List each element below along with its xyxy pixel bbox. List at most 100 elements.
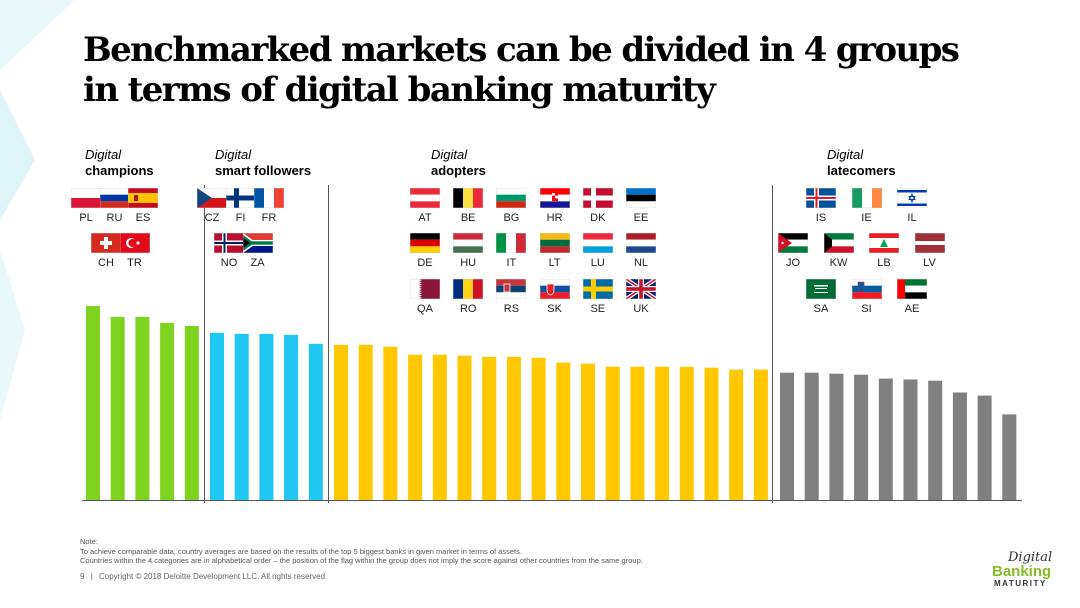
bg-flag-icon — [496, 188, 527, 208]
flag-uk: UK — [621, 279, 661, 319]
bar — [408, 354, 423, 500]
lb-flag-icon — [869, 233, 899, 253]
flag-hu: HU — [448, 233, 488, 273]
flag-hr: HR — [535, 188, 575, 228]
lv-flag-icon — [914, 233, 945, 253]
flag-za: ZA — [238, 233, 278, 273]
jo-flag-icon — [778, 233, 808, 253]
bar — [531, 357, 546, 500]
country-code: SA — [813, 303, 829, 315]
za-flag-icon — [242, 233, 273, 253]
title-line-1: Benchmarked markets can be divided in 4 … — [83, 30, 960, 70]
is-flag-icon — [806, 188, 836, 208]
bar — [903, 379, 918, 500]
bar — [804, 372, 819, 500]
country-code: EE — [633, 212, 649, 224]
country-code: AT — [418, 212, 432, 224]
country-code: JO — [785, 257, 801, 269]
lu-flag-icon — [582, 233, 613, 253]
flag-ae: AE — [892, 279, 932, 319]
bar — [878, 378, 893, 500]
country-code: IS — [815, 212, 827, 224]
flag-be: BE — [448, 188, 488, 228]
country-code: LU — [590, 257, 605, 269]
es-flag-icon — [128, 188, 158, 208]
bar — [854, 374, 869, 500]
fr-flag-icon — [254, 188, 284, 208]
digital-banking-maturity-logo: Digital Banking MATURITY — [990, 551, 1068, 589]
country-code: RS — [503, 303, 520, 315]
qa-flag-icon — [410, 279, 440, 299]
flag-si: SI — [847, 279, 887, 319]
note-heading: Note: — [80, 537, 98, 546]
bar — [605, 366, 620, 500]
de-flag-icon — [410, 233, 440, 253]
bar — [753, 369, 768, 500]
se-flag-icon — [582, 279, 613, 299]
flag-lv: LV — [910, 233, 950, 273]
country-code: UK — [633, 303, 649, 315]
bar — [829, 373, 844, 500]
flag-ro: RO — [448, 279, 488, 319]
bar — [259, 333, 274, 500]
country-code: HR — [546, 212, 563, 224]
be-flag-icon — [453, 188, 484, 208]
group-label-prefix: Digital — [827, 147, 864, 162]
bar — [457, 355, 472, 500]
logo-line-1: Digital — [1008, 550, 1053, 565]
bar — [704, 367, 719, 500]
country-code: SK — [547, 303, 562, 315]
flag-it: IT — [491, 233, 531, 273]
country-code: NL — [633, 257, 649, 269]
country-code: TR — [127, 257, 142, 269]
no-flag-icon — [214, 233, 244, 253]
note-line-2: Countries within the 4 categories are in… — [80, 556, 643, 565]
flag-fr: FR — [249, 188, 289, 228]
group-label-name: adopters — [431, 163, 486, 178]
group-label-smart-followers: Digital smart followers — [215, 147, 311, 179]
group-label-name: smart followers — [215, 163, 312, 178]
flag-de: DE — [405, 233, 445, 273]
ee-flag-icon — [626, 188, 656, 208]
bar — [383, 346, 398, 500]
group-divider — [772, 185, 773, 503]
bar — [581, 363, 595, 500]
ch-flag-icon — [91, 233, 121, 253]
group-label-prefix: Digital — [85, 147, 122, 162]
country-code: PL — [79, 212, 93, 224]
flag-cz: CZ — [192, 188, 232, 228]
bar — [655, 366, 670, 500]
flag-tr: TR — [115, 233, 155, 273]
copyright: Copyright © 2018 Deloitte Development LL… — [99, 572, 328, 581]
cz-flag-icon — [197, 188, 227, 208]
country-code: QA — [417, 303, 433, 315]
bar — [308, 343, 323, 500]
bar — [184, 326, 199, 500]
si-flag-icon — [851, 279, 882, 299]
country-code: SI — [861, 303, 872, 315]
bar — [210, 332, 224, 500]
flag-qa: QA — [405, 279, 445, 319]
ie-flag-icon — [851, 188, 882, 208]
uk-flag-icon — [626, 279, 656, 299]
group-label-latecomers: Digital latecomers — [827, 147, 896, 179]
hu-flag-icon — [453, 233, 484, 253]
flag-sa: SA — [801, 279, 841, 319]
country-code: SE — [590, 303, 606, 315]
country-code: DE — [417, 257, 433, 269]
hr-flag-icon — [539, 188, 570, 208]
bar — [630, 366, 645, 500]
country-code: DK — [590, 212, 606, 224]
flag-il: IL — [892, 188, 932, 228]
group-label-name: champions — [85, 163, 154, 178]
country-code: LV — [923, 257, 936, 269]
bar — [928, 380, 943, 500]
bar — [952, 392, 967, 500]
flag-lu: LU — [578, 233, 618, 273]
pl-flag-icon — [71, 188, 101, 208]
country-code: KW — [829, 257, 848, 269]
ae-flag-icon — [897, 279, 927, 299]
flag-dk: DK — [578, 188, 618, 228]
fi-flag-icon — [225, 188, 256, 208]
